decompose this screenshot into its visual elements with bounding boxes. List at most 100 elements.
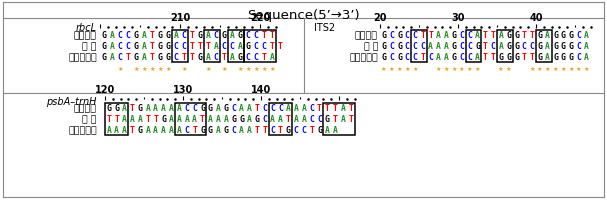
Text: T: T — [106, 114, 111, 123]
Text: 40: 40 — [529, 13, 543, 23]
Text: G: G — [101, 53, 106, 62]
Text: 220: 220 — [250, 13, 270, 23]
Text: C: C — [181, 42, 186, 51]
Text: ★: ★ — [537, 66, 543, 71]
Bar — [172, 31, 188, 63]
Text: T: T — [277, 42, 282, 51]
Text: G: G — [475, 42, 480, 51]
Text: T: T — [333, 114, 337, 123]
Text: C: C — [429, 53, 433, 62]
Text: C: C — [309, 103, 314, 112]
Text: A: A — [270, 53, 274, 62]
Text: T: T — [189, 31, 194, 40]
Text: C: C — [185, 103, 189, 112]
Bar — [324, 103, 354, 135]
Text: T: T — [317, 103, 322, 112]
Text: G: G — [452, 42, 456, 51]
Text: G: G — [138, 125, 143, 134]
Text: A: A — [294, 103, 299, 112]
Text: G: G — [397, 42, 402, 51]
Text: C: C — [309, 114, 314, 123]
Text: C: C — [262, 42, 266, 51]
Text: C: C — [317, 114, 322, 123]
Text: 갯실새삼: 갯실새삼 — [355, 31, 378, 40]
Text: T: T — [522, 31, 527, 40]
Text: A: A — [161, 103, 166, 112]
Text: C: C — [421, 42, 426, 51]
Text: A: A — [109, 53, 115, 62]
Text: C: C — [246, 53, 251, 62]
Text: A: A — [341, 114, 345, 123]
Text: C: C — [577, 31, 582, 40]
Text: T: T — [146, 114, 151, 123]
Text: T: T — [222, 53, 226, 62]
Text: T: T — [483, 53, 488, 62]
Text: ★: ★ — [381, 66, 387, 71]
Text: T: T — [262, 53, 266, 62]
Text: T: T — [325, 103, 330, 112]
Text: ★: ★ — [404, 66, 410, 71]
Text: G: G — [166, 53, 171, 62]
Bar — [228, 31, 244, 63]
Text: C: C — [413, 53, 418, 62]
Text: G: G — [397, 31, 402, 40]
Text: A: A — [185, 114, 189, 123]
Text: C: C — [231, 103, 236, 112]
Text: G: G — [239, 114, 244, 123]
Text: C: C — [222, 42, 226, 51]
Text: T: T — [149, 42, 154, 51]
Text: ★: ★ — [389, 66, 395, 71]
Text: G: G — [381, 53, 386, 62]
Text: G: G — [158, 53, 163, 62]
Text: 갯실새삼: 갯실새삼 — [74, 103, 97, 112]
Text: G: G — [381, 42, 386, 51]
Text: ★: ★ — [141, 66, 147, 71]
Text: T: T — [130, 103, 135, 112]
Text: G: G — [561, 31, 566, 40]
Text: G: G — [208, 103, 212, 112]
Text: G: G — [506, 53, 511, 62]
Text: G: G — [223, 103, 228, 112]
Text: G: G — [537, 53, 542, 62]
Text: A: A — [169, 125, 174, 134]
Text: C: C — [405, 53, 410, 62]
Text: T: T — [522, 53, 527, 62]
Text: G: G — [246, 42, 251, 51]
Text: A: A — [475, 53, 480, 62]
Text: C: C — [467, 31, 472, 40]
Text: A: A — [341, 103, 345, 112]
Text: G: G — [237, 31, 242, 40]
Text: T: T — [348, 114, 353, 123]
Bar — [204, 31, 220, 63]
Text: G: G — [231, 114, 236, 123]
Text: T: T — [262, 31, 266, 40]
Text: T: T — [270, 31, 274, 40]
Text: A: A — [130, 114, 135, 123]
Text: T: T — [278, 125, 283, 134]
Text: A: A — [247, 125, 252, 134]
Text: C: C — [185, 125, 189, 134]
Text: ★: ★ — [529, 66, 535, 71]
Bar — [269, 103, 292, 135]
Text: A: A — [585, 53, 589, 62]
Text: C: C — [459, 42, 464, 51]
Text: C: C — [254, 53, 259, 62]
Text: ★: ★ — [553, 66, 558, 71]
Text: ★: ★ — [253, 66, 259, 71]
Text: C: C — [577, 42, 582, 51]
Text: C: C — [389, 31, 394, 40]
Text: C: C — [254, 31, 259, 40]
Text: A: A — [206, 31, 211, 40]
Text: A: A — [141, 42, 146, 51]
Text: G: G — [286, 125, 291, 134]
Text: A: A — [146, 125, 151, 134]
Text: G: G — [452, 31, 456, 40]
Text: ★: ★ — [584, 66, 589, 71]
Text: G: G — [514, 53, 519, 62]
Text: A: A — [436, 31, 441, 40]
Text: A: A — [138, 114, 143, 123]
Text: G: G — [114, 103, 119, 112]
Text: C: C — [389, 53, 394, 62]
Text: C: C — [231, 125, 236, 134]
Bar — [244, 31, 276, 63]
